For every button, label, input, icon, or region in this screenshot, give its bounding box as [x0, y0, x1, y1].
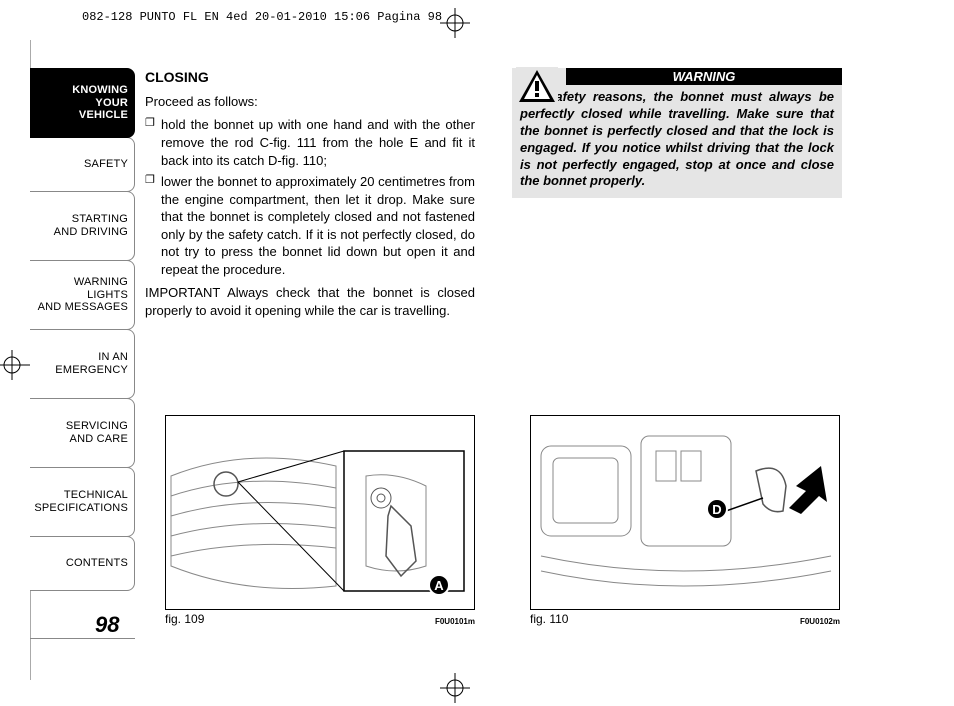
figure-109-image: A: [165, 415, 475, 610]
crop-mark-top: [440, 8, 470, 38]
sidebar-tab-safety[interactable]: SAFETY: [30, 137, 135, 192]
tab-label: IN AN: [98, 351, 128, 364]
sidebar-tab-servicing[interactable]: SERVICING AND CARE: [30, 398, 135, 468]
tab-label: SPECIFICATIONS: [34, 502, 128, 515]
page-number: 98: [95, 612, 119, 638]
tab-label: AND DRIVING: [54, 226, 128, 239]
important-note: IMPORTANT Always check that the bonnet i…: [145, 284, 475, 319]
sidebar-nav: KNOWING YOUR VEHICLE SAFETY STARTING AND…: [30, 68, 135, 590]
tab-label: YOUR: [95, 97, 128, 110]
sidebar-tab-contents[interactable]: CONTENTS: [30, 536, 135, 591]
print-header: 082-128 PUNTO FL EN 4ed 20-01-2010 15:06…: [82, 10, 442, 24]
callout-a: A: [428, 574, 450, 596]
tab-label: STARTING: [72, 213, 128, 226]
figure-109: A fig. 109 F0U0101m: [165, 415, 475, 626]
section-heading: CLOSING: [145, 68, 475, 87]
tab-label: SERVICING: [66, 420, 128, 433]
figure-label: fig. 109: [165, 612, 204, 626]
tab-label: AND CARE: [70, 433, 128, 446]
intro-text: Proceed as follows:: [145, 93, 475, 111]
warning-body: For safety reasons, the bonnet must alwa…: [512, 85, 842, 198]
callout-d: D: [706, 498, 728, 520]
tab-label: VEHICLE: [79, 109, 128, 122]
warning-title: WARNING: [566, 68, 842, 85]
sidebar-tab-warning-lights[interactable]: WARNING LIGHTS AND MESSAGES: [30, 260, 135, 330]
tab-label: EMERGENCY: [55, 364, 128, 377]
tab-label: KNOWING: [72, 84, 128, 97]
sidebar-tab-technical[interactable]: TECHNICAL SPECIFICATIONS: [30, 467, 135, 537]
sidebar-tab-knowing-vehicle[interactable]: KNOWING YOUR VEHICLE: [30, 68, 135, 138]
figure-label: fig. 110: [530, 612, 568, 626]
figure-code: F0U0102m: [800, 617, 840, 626]
figure-code: F0U0101m: [435, 617, 475, 626]
bullet-list: hold the bonnet up with one hand and wit…: [145, 116, 475, 278]
figure-110-image: D: [530, 415, 840, 610]
list-item: lower the bonnet to approximately 20 cen…: [145, 173, 475, 278]
main-text-column: CLOSING Proceed as follows: hold the bon…: [145, 68, 475, 325]
sidebar-tab-starting-driving[interactable]: STARTING AND DRIVING: [30, 191, 135, 261]
tab-label: WARNING LIGHTS: [30, 276, 128, 301]
page-number-rule: [30, 638, 135, 639]
warning-text: For safety reasons, the bonnet must alwa…: [520, 89, 834, 190]
list-item: hold the bonnet up with one hand and wit…: [145, 116, 475, 169]
crop-mark-left: [0, 350, 32, 380]
tab-label: CONTENTS: [66, 557, 128, 570]
tab-label: TECHNICAL: [64, 489, 128, 502]
sidebar-tab-emergency[interactable]: IN AN EMERGENCY: [30, 329, 135, 399]
tab-label: AND MESSAGES: [38, 301, 128, 314]
warning-icon: [516, 67, 558, 105]
warning-box: WARNING For safety reasons, the bonnet m…: [512, 68, 842, 198]
tab-label: SAFETY: [84, 158, 128, 171]
figure-110: D fig. 110 F0U0102m: [530, 415, 840, 626]
